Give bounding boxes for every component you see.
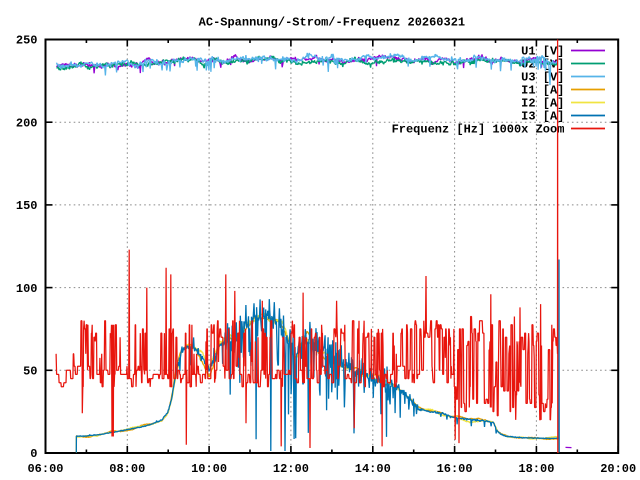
svg-text:50: 50 [23,365,37,379]
svg-text:18:00: 18:00 [518,462,554,476]
svg-text:06:00: 06:00 [27,462,63,476]
svg-text:0: 0 [30,447,37,461]
svg-text:I1 [A]: I1 [A] [521,84,564,98]
svg-text:I3 [A]: I3 [A] [521,110,564,124]
svg-text:U3 [V]: U3 [V] [521,71,564,85]
svg-text:250: 250 [16,34,38,48]
svg-text:100: 100 [16,282,38,296]
svg-text:10:00: 10:00 [191,462,227,476]
svg-text:I2 [A]: I2 [A] [521,97,564,111]
svg-text:16:00: 16:00 [437,462,473,476]
svg-text:U1 [V]: U1 [V] [521,45,564,59]
svg-text:20:00: 20:00 [600,462,636,476]
svg-text:14:00: 14:00 [355,462,391,476]
svg-text:AC-Spannung/-Strom/-Frequenz 2: AC-Spannung/-Strom/-Frequenz 20260321 [199,16,465,30]
svg-text:Frequenz [Hz] 1000x Zoom: Frequenz [Hz] 1000x Zoom [392,123,565,137]
svg-text:150: 150 [16,199,38,213]
svg-text:200: 200 [16,116,38,130]
svg-text:08:00: 08:00 [109,462,145,476]
svg-text:12:00: 12:00 [273,462,309,476]
